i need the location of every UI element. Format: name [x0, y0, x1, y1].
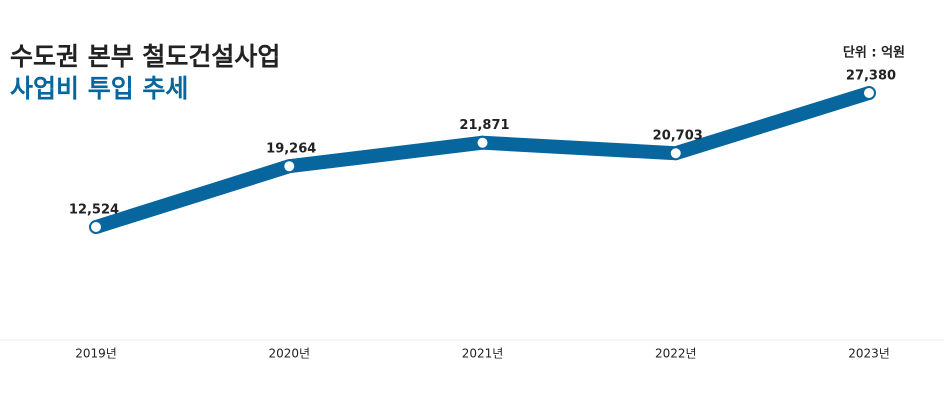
- x-tick-label: 2020년: [268, 347, 310, 361]
- data-line: [93, 86, 872, 234]
- unit-label: 단위 : 억원: [843, 45, 905, 61]
- data-point: [668, 146, 683, 161]
- value-label: 21,871: [459, 118, 509, 133]
- x-tick-label: 2019년: [75, 347, 117, 361]
- x-tick-label: 2022년: [655, 347, 697, 361]
- x-tick-label: 2021년: [462, 347, 504, 361]
- chart-subtitle: 사업비 투입 추세: [10, 74, 188, 103]
- data-point: [89, 220, 103, 235]
- value-label: 27,380: [846, 69, 896, 84]
- value-label: 19,264: [266, 142, 316, 157]
- value-label: 12,524: [69, 203, 119, 218]
- data-point: [282, 159, 297, 174]
- data-point: [862, 86, 876, 100]
- chart-title: 수도권 본부 철도건설사업: [10, 42, 280, 71]
- data-point: [475, 135, 490, 150]
- x-tick-label: 2023년: [848, 347, 890, 361]
- value-label: 20,703: [653, 129, 703, 144]
